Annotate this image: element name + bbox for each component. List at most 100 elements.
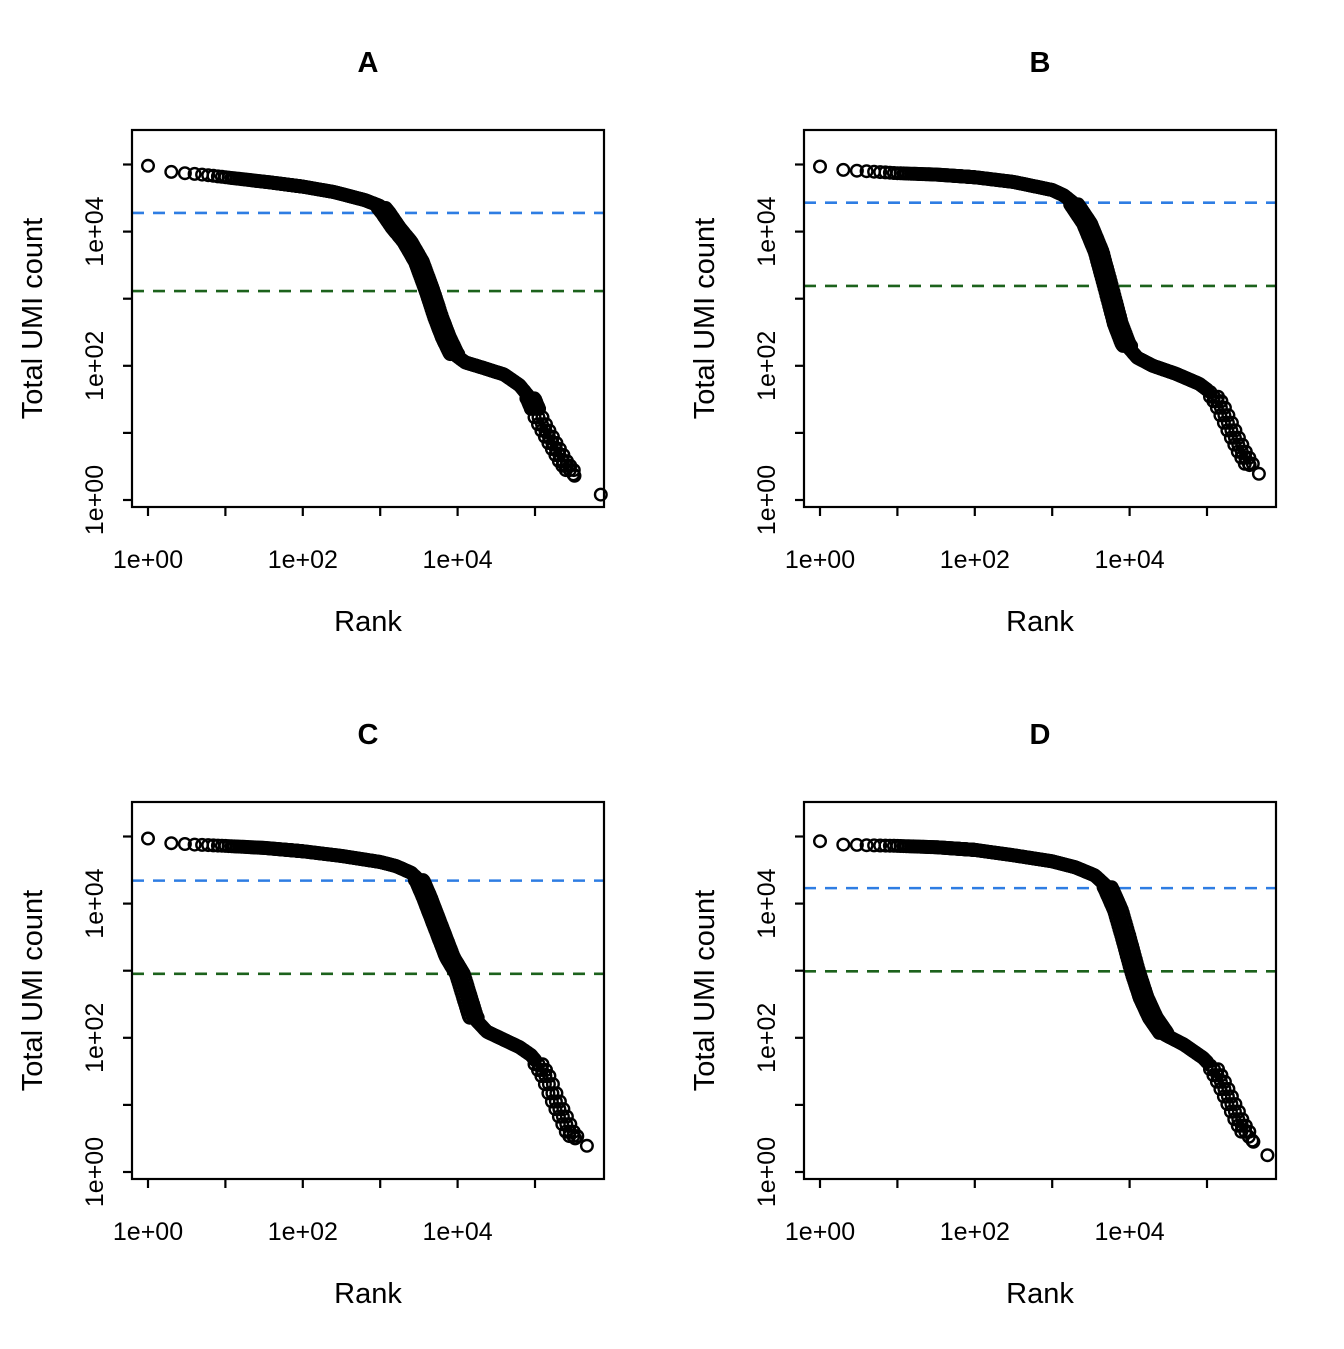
x-tick-label: 1e+04: [1094, 546, 1164, 574]
panel-c: 1e+00 1e+02 1e+04 Rank 1e+00 1e+02 1e+04 Total …: [0, 672, 672, 1344]
x-tick-label: 1e+02: [268, 1218, 338, 1246]
y-tick-label: 1e+04: [753, 196, 781, 266]
x-axis: 1e+00 1e+02 1e+04: [785, 1179, 1209, 1246]
data-point: [531, 410, 546, 425]
data-point: [1217, 408, 1232, 423]
data-point: [1227, 1104, 1242, 1119]
data-point: [566, 1129, 581, 1144]
data-point: [177, 836, 192, 851]
data-point: [1213, 1074, 1228, 1089]
data-point: [555, 1109, 570, 1124]
data-point: [1220, 1089, 1235, 1104]
data-point: [528, 401, 543, 416]
y-axis: 1e+00 1e+02 1e+04: [81, 163, 132, 535]
last-data-point: [1251, 466, 1266, 481]
panel-b: 1e+00 1e+02 1e+04 Rank 1e+00 1e+02 1e+04 Total …: [672, 0, 1344, 672]
x-tick-label: 1e+04: [422, 1218, 492, 1246]
data-point: [1216, 1089, 1231, 1104]
data-point: [567, 468, 582, 483]
y-axis: 1e+00 1e+02 1e+04: [753, 835, 804, 1207]
scatter-points: [140, 158, 608, 502]
data-point: [812, 159, 827, 174]
x-axis-label: Rank: [1006, 606, 1074, 638]
x-tick-label: 1e+04: [422, 546, 492, 574]
data-point: [1242, 458, 1257, 473]
data-point: [1217, 1082, 1232, 1097]
data-point: [1227, 437, 1242, 452]
x-tick-label: 1e+00: [113, 1218, 183, 1246]
last-data-point: [579, 1138, 594, 1153]
y-tick-label: 1e+02: [753, 331, 781, 401]
data-point: [849, 837, 864, 852]
data-point: [187, 837, 202, 852]
y-tick-label: 1e+02: [81, 331, 109, 401]
data-point: [201, 838, 216, 853]
data-point: [1227, 430, 1242, 445]
data-point: [1220, 1097, 1235, 1112]
data-point: [1223, 430, 1238, 445]
plot-c: 1e+00 1e+02 1e+04 Rank 1e+00 1e+02 1e+04 Total …: [17, 719, 606, 1310]
data-point: [534, 1069, 549, 1084]
x-tick-label: 1e+02: [940, 546, 1010, 574]
plot-box: [802, 128, 1278, 509]
data-point: [551, 1109, 566, 1124]
x-axis-label: Rank: [334, 1278, 402, 1310]
scatter-points: [812, 159, 1266, 481]
data-point: [1231, 437, 1246, 452]
data-point: [1224, 423, 1239, 438]
data-point: [538, 1069, 553, 1084]
data-point: [552, 1102, 567, 1117]
data-point: [541, 1086, 556, 1101]
plot-box: [802, 800, 1278, 1181]
data-point: [524, 401, 539, 416]
last-data-point: [593, 487, 608, 502]
data-point: [164, 836, 179, 851]
data-point: [140, 158, 155, 173]
scatter-points: [812, 834, 1275, 1163]
data-point: [1246, 1134, 1261, 1149]
panel-title: A: [358, 47, 379, 79]
last-data-point: [1260, 1148, 1275, 1163]
data-point: [177, 166, 192, 181]
data-point: [164, 164, 179, 179]
panel-title: C: [358, 719, 379, 751]
x-axis-label: Rank: [1006, 1278, 1074, 1310]
data-point: [527, 410, 542, 425]
panel-title: D: [1030, 719, 1051, 751]
y-axis-label: Total UMI count: [689, 890, 721, 1091]
data-point: [836, 162, 851, 177]
data-point: [570, 1129, 585, 1144]
y-tick-label: 1e+00: [81, 465, 109, 535]
y-tick-label: 1e+04: [81, 868, 109, 938]
plot-box: [130, 128, 606, 509]
data-point: [1220, 423, 1235, 438]
data-point: [1223, 1104, 1238, 1119]
x-tick-label: 1e+00: [785, 546, 855, 574]
data-point: [544, 1094, 559, 1109]
y-tick-label: 1e+02: [753, 1003, 781, 1073]
panel-a: 1e+00 1e+02 1e+04 Rank 1e+00 1e+02 1e+04 Total …: [0, 0, 672, 672]
data-point: [873, 838, 888, 853]
y-axis: 1e+00 1e+02 1e+04: [753, 163, 804, 535]
y-tick-label: 1e+02: [81, 1003, 109, 1073]
data-point: [1209, 400, 1224, 415]
data-point: [548, 1094, 563, 1109]
x-tick-label: 1e+02: [940, 1218, 1010, 1246]
x-axis-label: Rank: [334, 606, 402, 638]
x-axis: 1e+00 1e+02 1e+04: [113, 507, 537, 574]
data-point: [859, 164, 874, 179]
data-point: [1200, 1055, 1215, 1070]
y-tick-label: 1e+00: [81, 1137, 109, 1207]
y-tick-label: 1e+00: [753, 1137, 781, 1207]
data-point: [555, 1117, 570, 1132]
plot-a: 1e+00 1e+02 1e+04 Rank 1e+00 1e+02 1e+04 Total …: [17, 47, 608, 638]
data-point: [836, 837, 851, 852]
x-axis: 1e+00 1e+02 1e+04: [785, 507, 1209, 574]
data-point: [1216, 415, 1231, 430]
data-point: [568, 1131, 583, 1146]
data-point: [140, 831, 155, 846]
data-point: [849, 163, 864, 178]
plot-d: 1e+00 1e+02 1e+04 Rank 1e+00 1e+02 1e+04 Total …: [689, 719, 1278, 1310]
panel-title: B: [1030, 47, 1051, 79]
